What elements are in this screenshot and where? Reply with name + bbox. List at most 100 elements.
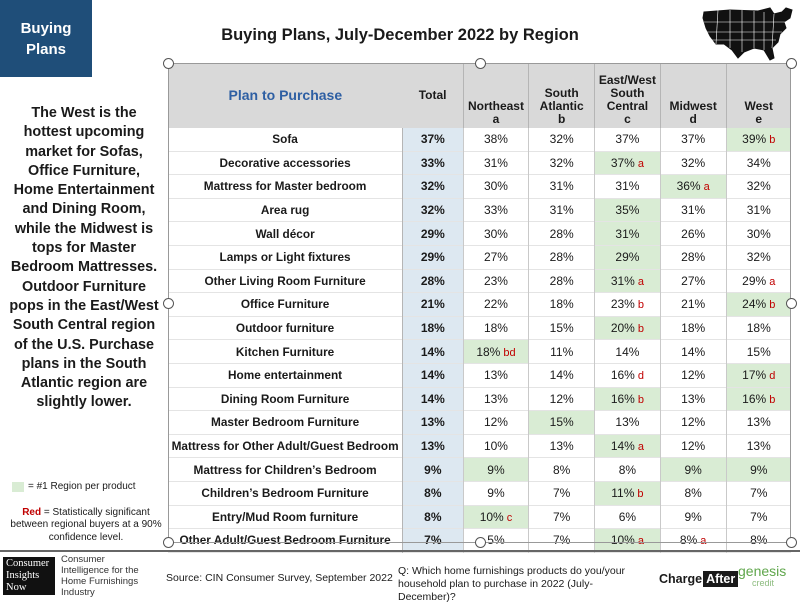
region-value: 30% — [725, 221, 791, 246]
region-value: 17% d — [725, 363, 791, 388]
region-value: 30% — [462, 174, 529, 199]
region-value: 10% c — [462, 505, 529, 529]
region-value: 6% — [593, 505, 661, 529]
summary-note: The West is the hottest upcoming market … — [9, 105, 159, 411]
region-value: 31% a — [593, 269, 661, 294]
significance-marker: b — [637, 323, 644, 336]
region-header: Northeast a — [462, 63, 529, 128]
total-value: 21% — [402, 292, 464, 317]
region-value: 22% — [462, 292, 529, 317]
region-value: 24% b — [725, 292, 791, 317]
region-value: 5% — [462, 528, 529, 553]
region-value: 37% a — [593, 151, 661, 175]
region-value: 37% — [659, 128, 726, 152]
region-value: 23% b — [593, 292, 661, 317]
resize-handle[interactable] — [786, 298, 797, 309]
table-row: Mattress for Master bedroom 32% 30% 31% 31% 3… — [168, 174, 791, 199]
product-name: Dining Room Furniture — [220, 391, 350, 406]
total-value: 13% — [402, 410, 464, 435]
survey-question: Q: Which home furnishings products do yo… — [398, 565, 626, 603]
tag-line-2: Plans — [25, 40, 67, 58]
plan-to-purchase-header: Plan to Purchase — [168, 63, 403, 128]
resize-handle[interactable] — [786, 537, 797, 548]
total-value: 8% — [402, 481, 464, 505]
region-value: 18% — [725, 316, 791, 340]
resize-handle[interactable] — [163, 537, 174, 548]
region-value: 23% — [462, 269, 529, 294]
region-header: East/West South Central c — [593, 63, 661, 128]
resize-handle[interactable] — [786, 58, 797, 69]
total-value: 7% — [402, 528, 464, 553]
total-value: 32% — [402, 174, 464, 199]
legend-red-text: = Statistically significant between regi… — [10, 506, 162, 543]
table-row: Entry/Mud Room furniture 8% 10% c 7% 6% 9% 7% — [168, 505, 791, 529]
product-name: Mattress for Children’s Bedroom — [193, 462, 377, 477]
significance-marker: a — [637, 535, 644, 548]
region-header: West e — [725, 63, 791, 128]
region-value: 13% — [528, 434, 595, 459]
region-value: 26% — [659, 221, 726, 246]
region-value: 33% — [462, 198, 529, 222]
footer-divider — [0, 550, 800, 552]
total-value: 9% — [402, 457, 464, 482]
significance-marker: d — [769, 370, 776, 383]
table-row: Area rug 32% 33% 31% 35% 31% 31% — [168, 198, 791, 222]
region-value: 9% — [462, 457, 529, 482]
region-value: 8% — [725, 528, 791, 553]
region-value: 8% a — [659, 528, 726, 553]
region-value: 7% — [528, 505, 595, 529]
table-row: Mattress for Children’s Bedroom 9% 9% 8% 8% 9… — [168, 457, 791, 482]
product-name: Master Bedroom Furniture — [211, 415, 360, 430]
product-name: Kitchen Furniture — [235, 344, 335, 359]
significance-marker: a — [637, 275, 644, 288]
product-name: Wall décor — [255, 226, 315, 241]
resize-handle[interactable] — [475, 58, 486, 69]
region-value: 18% — [659, 316, 726, 340]
region-value: 8% — [659, 481, 726, 505]
total-value: 29% — [402, 221, 464, 246]
cin-logo-mark: Consumer Insights Now — [3, 557, 55, 595]
region-value: 20% b — [593, 316, 661, 340]
significance-marker: bd — [503, 346, 516, 359]
total-value: 8% — [402, 505, 464, 529]
region-value: 28% — [528, 269, 595, 294]
buying-plans-table: Plan to Purchase Total Northeast a South … — [168, 63, 791, 553]
region-value: 13% — [659, 387, 726, 411]
region-value: 14% — [593, 339, 661, 364]
significance-marker: a — [637, 157, 644, 170]
cin-tagline: Consumer Intelligence for the Home Furni… — [61, 554, 139, 598]
legend: = #1 Region per product Red = Statistica… — [8, 481, 164, 544]
tag-line-1: Buying — [20, 19, 72, 37]
region-value: 16% b — [725, 387, 791, 411]
table-row: Decorative accessories 33% 31% 32% 37% a 32% 34… — [168, 151, 791, 175]
region-value: 8% — [593, 457, 661, 482]
region-value: 7% — [528, 481, 595, 505]
product-name: Children’s Bedroom Furniture — [201, 486, 369, 501]
region-value: 15% — [528, 316, 595, 340]
significance-marker: b — [769, 393, 776, 406]
region-header: South Atlantic b — [528, 63, 595, 128]
significance-marker: a — [700, 535, 707, 548]
region-value: 32% — [528, 128, 595, 152]
product-name: Mattress for Other Adult/Guest Bedroom — [168, 434, 403, 459]
region-value: 12% — [659, 363, 726, 388]
resize-handle[interactable] — [163, 58, 174, 69]
region-value: 29% a — [725, 269, 791, 294]
product-name: Mattress for Master bedroom — [168, 174, 403, 199]
region-value: 13% — [725, 434, 791, 459]
table-row: Other Adult/Guest Bedroom Furniture 7% 5% 7… — [168, 528, 791, 553]
legend-swatch-text: = #1 Region per product — [28, 481, 136, 492]
table-row: Mattress for Other Adult/Guest Bedroom 13… — [168, 434, 791, 459]
cin-logo: Consumer Insights Now Consumer Intelligenc… — [3, 554, 155, 598]
resize-handle[interactable] — [163, 298, 174, 309]
significance-marker: d — [637, 370, 644, 383]
total-value: 14% — [402, 339, 464, 364]
region-value: 14% — [659, 339, 726, 364]
region-value: 12% — [659, 434, 726, 459]
region-value: 12% — [462, 410, 529, 435]
product-name: Other Adult/Guest Bedroom Furniture — [179, 533, 391, 548]
region-value: 32% — [725, 174, 791, 199]
total-value: 18% — [402, 316, 464, 340]
resize-handle[interactable] — [475, 537, 486, 548]
region-value: 16% b — [593, 387, 661, 411]
